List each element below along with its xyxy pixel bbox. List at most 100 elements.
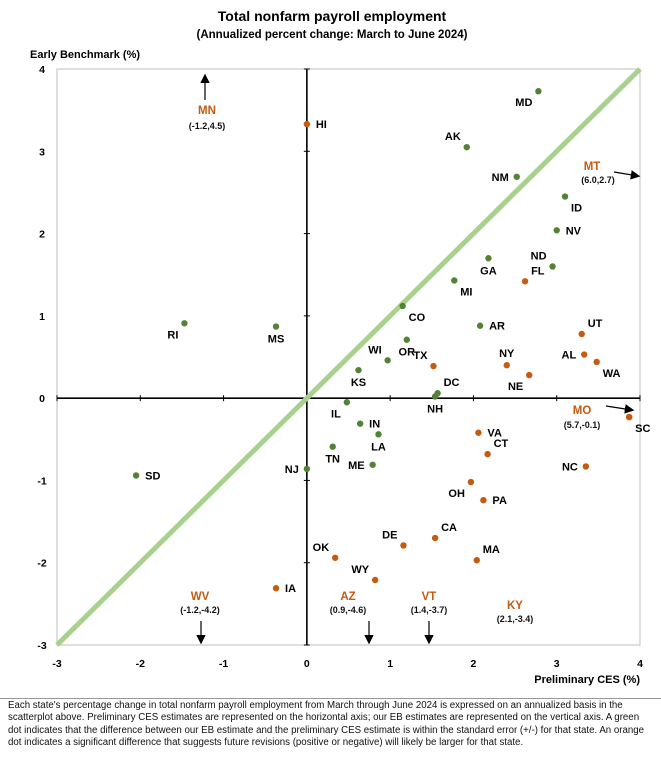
- point-label-tn: TN: [325, 454, 340, 466]
- point-label-fl: FL: [531, 265, 545, 277]
- point-nj: [303, 465, 311, 473]
- point-ny: [503, 362, 510, 369]
- point-label-sd: SD: [145, 470, 160, 482]
- point-label-ks: KS: [351, 377, 366, 389]
- point-label-md: MD: [515, 97, 532, 109]
- point-label-me: ME: [348, 460, 365, 472]
- point-label-il: IL: [331, 408, 341, 420]
- x-tick-label: -2: [136, 658, 145, 670]
- point-tx: [430, 362, 437, 370]
- point-wa: [593, 358, 600, 366]
- outlier-state-ky: KY: [507, 600, 523, 612]
- point-label-ak: AK: [445, 131, 461, 143]
- y-tick-label: 3: [39, 146, 45, 158]
- outlier-coord-wv: (-1.2,-4.2): [180, 605, 220, 615]
- point-label-dc: DC: [444, 377, 460, 389]
- scatter-chart: Total nonfarm payroll employment (Annual…: [30, 8, 651, 686]
- point-ut: [578, 330, 585, 338]
- outlier-coord-vt: (1.4,-3.7): [411, 605, 448, 615]
- point-oh: [467, 478, 475, 486]
- point-label-nm: NM: [492, 172, 509, 184]
- point-ms: [272, 323, 280, 330]
- point-label-nd: ND: [531, 250, 547, 262]
- y-tick-label: 2: [39, 229, 45, 241]
- point-label-id: ID: [571, 203, 582, 215]
- outlier-coord-mn: (-1.2,4.5): [189, 121, 226, 131]
- point-fl: [521, 278, 529, 285]
- point-label-al: AL: [562, 350, 577, 362]
- point-label-ga: GA: [480, 265, 497, 277]
- point-nd: [549, 263, 556, 270]
- point-ia: [272, 585, 280, 592]
- point-label-hi: HI: [316, 119, 327, 131]
- point-label-nv: NV: [566, 225, 582, 237]
- point-wy: [371, 576, 379, 584]
- point-label-wy: WY: [351, 564, 369, 576]
- x-tick-label: -1: [219, 658, 228, 670]
- point-nc: [582, 463, 590, 470]
- point-md: [535, 88, 542, 95]
- outlier-coord-az: (0.9,-4.6): [330, 605, 367, 615]
- point-ca: [431, 534, 439, 542]
- y-tick-label: -1: [37, 475, 46, 487]
- point-label-ny: NY: [499, 348, 515, 360]
- point-label-mi: MI: [460, 286, 472, 298]
- y-tick-label: 4: [39, 64, 45, 76]
- point-label-ct: CT: [494, 438, 509, 450]
- diagonal-line: [55, 67, 642, 647]
- outlier-state-mt: MT: [584, 161, 601, 173]
- point-me: [369, 461, 376, 468]
- point-label-va: VA: [487, 428, 502, 440]
- outlier-coord-mo: (5.7,-0.1): [564, 420, 601, 430]
- outlier-coord-ky: (2.1,-3.4): [497, 614, 534, 624]
- point-label-nh: NH: [427, 403, 443, 415]
- x-tick-label: 2: [471, 658, 477, 670]
- point-label-in: IN: [369, 419, 380, 431]
- outlier-state-az: AZ: [340, 591, 355, 603]
- point-ar: [476, 322, 484, 329]
- outlier-state-vt: VT: [422, 591, 437, 603]
- point-label-ar: AR: [489, 321, 505, 333]
- point-sd: [132, 472, 140, 479]
- point-label-ia: IA: [285, 583, 296, 595]
- point-label-sc: SC: [635, 423, 650, 435]
- y-tick-label: 0: [39, 393, 45, 405]
- point-wi: [384, 357, 391, 364]
- y-tick-label: -2: [37, 558, 46, 570]
- point-label-or: OR: [399, 347, 416, 359]
- footnote-text: Each state's percentage change in total …: [8, 700, 645, 749]
- point-ri: [181, 320, 188, 327]
- point-label-co: CO: [409, 312, 426, 324]
- point-ks: [355, 366, 362, 374]
- point-or: [403, 336, 410, 343]
- chart-subtitle: (Annualized percent change: March to Jun…: [197, 29, 468, 41]
- point-label-ne: NE: [508, 381, 523, 393]
- point-nm: [513, 173, 520, 180]
- point-tn: [329, 443, 336, 450]
- point-mi: [451, 277, 458, 284]
- point-id: [561, 193, 569, 200]
- point-in: [356, 420, 364, 427]
- outlier-state-mo: MO: [573, 405, 592, 417]
- point-ma: [473, 557, 480, 564]
- point-label-pa: PA: [492, 495, 507, 507]
- x-tick-label: -3: [52, 658, 61, 670]
- point-nh: [431, 393, 439, 400]
- x-axis-label: Preliminary CES (%): [534, 674, 640, 686]
- outlier-coord-mt: (6.0,2.7): [581, 175, 615, 185]
- point-al: [580, 351, 588, 358]
- point-label-oh: OH: [448, 488, 465, 500]
- point-label-tx: TX: [413, 350, 428, 362]
- point-de: [400, 542, 407, 549]
- point-co: [399, 302, 406, 310]
- point-ga: [485, 255, 492, 262]
- point-label-ca: CA: [441, 522, 457, 534]
- point-label-ma: MA: [483, 544, 500, 556]
- point-ak: [463, 143, 470, 151]
- point-label-la: LA: [371, 441, 386, 453]
- x-tick-label: 3: [554, 658, 560, 670]
- outlier-arrow-mt: [613, 170, 641, 180]
- point-label-ut: UT: [588, 318, 603, 330]
- point-il: [343, 399, 351, 406]
- point-label-de: DE: [382, 529, 397, 541]
